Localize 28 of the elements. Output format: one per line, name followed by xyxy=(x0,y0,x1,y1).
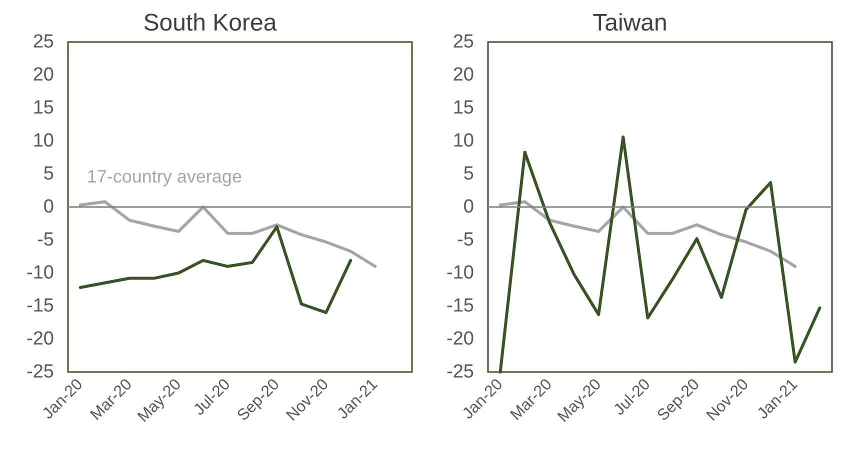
y-tick-label: -25 xyxy=(26,362,54,382)
y-tick-label: -5 xyxy=(457,230,474,250)
chart-title: Taiwan xyxy=(592,10,668,36)
line-series xyxy=(78,225,352,314)
y-tick-label: -15 xyxy=(446,296,474,316)
y-tick-label: -5 xyxy=(37,230,54,250)
y-tick-label: 15 xyxy=(452,98,474,118)
y-tick-label: -20 xyxy=(26,328,54,350)
series-label: 17-country average xyxy=(86,166,242,187)
line-series xyxy=(498,200,797,268)
y-tick-label: -15 xyxy=(26,296,54,316)
y-tick-label: 10 xyxy=(32,130,54,152)
line-series xyxy=(78,200,377,268)
y-tick-label: 10 xyxy=(452,130,474,152)
y-tick-label: 5 xyxy=(463,164,474,184)
y-tick-label: 5 xyxy=(43,164,54,184)
y-tick-label: -25 xyxy=(446,362,474,382)
y-tick-label: 25 xyxy=(32,32,54,52)
y-tick-label: 25 xyxy=(452,32,474,52)
y-tick-label: 15 xyxy=(32,98,54,118)
y-tick-label: 0 xyxy=(43,196,54,218)
y-tick-label: 0 xyxy=(463,196,474,218)
y-tick-label: 20 xyxy=(32,64,54,86)
y-tick-label: -10 xyxy=(446,262,474,284)
chart-title: South Korea xyxy=(143,10,278,36)
y-tick-label: -20 xyxy=(446,328,474,350)
y-tick-label: -10 xyxy=(26,262,54,284)
y-tick-label: 20 xyxy=(452,64,474,86)
